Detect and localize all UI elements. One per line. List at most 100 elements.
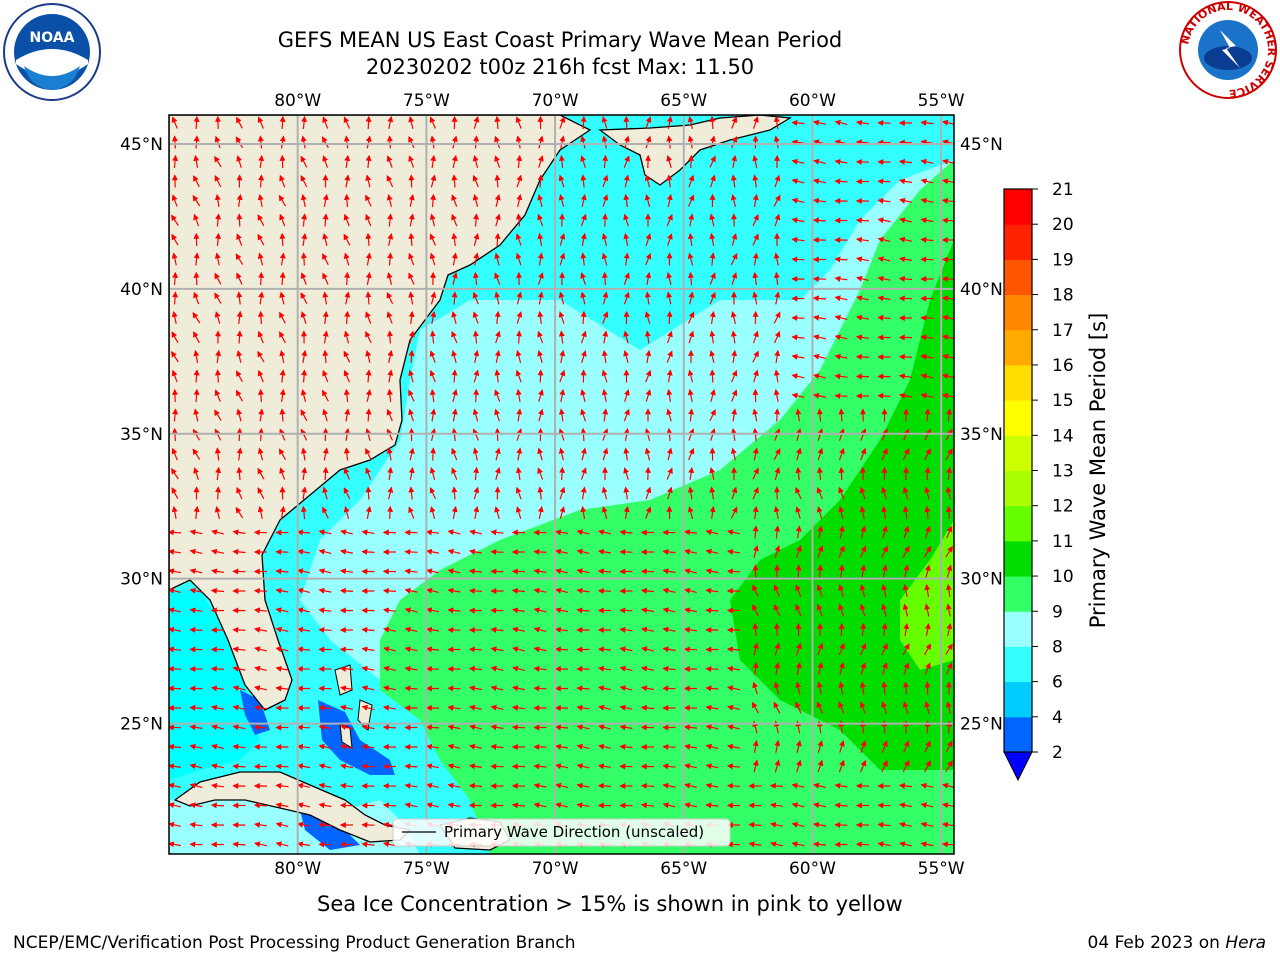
wave-arrow-351 <box>558 291 565 305</box>
wave-arrow-275 <box>515 252 522 266</box>
wave-arrow-121 <box>386 175 394 188</box>
wave-arrow-489 <box>343 369 350 383</box>
wave-arrow-14 <box>473 116 480 129</box>
wave-arrow-650 <box>623 447 630 461</box>
wave-arrow-775 <box>924 505 931 520</box>
wave-arrow-1035 <box>945 643 953 655</box>
wave-arrow-100 <box>731 154 738 169</box>
wave-arrow-774 <box>902 505 909 519</box>
wave-arrow-671 <box>279 467 286 480</box>
wave-arrow-473 <box>791 353 805 360</box>
wave-arrow-600 <box>344 427 351 442</box>
wave-arrow-674 <box>343 467 350 480</box>
wave-arrow-274 <box>494 252 501 266</box>
wave-arrow-317 <box>623 272 630 285</box>
wave-arrow-104 <box>813 158 826 165</box>
wave-arrow-491 <box>387 369 394 383</box>
wave-arrow-1303 <box>339 802 354 809</box>
wave-arrow-11 <box>408 116 415 129</box>
wave-arrow-947 <box>640 607 655 614</box>
wave-arrow-98 <box>688 154 695 169</box>
wave-arrow-1131 <box>619 704 633 711</box>
wave-arrow-213 <box>774 213 781 227</box>
wave-arrow-924 <box>945 583 952 597</box>
wave-arrow-565 <box>386 408 393 422</box>
wave-arrow-749 <box>365 505 372 520</box>
wave-arrow-145 <box>898 178 913 185</box>
wave-arrow-88 <box>472 155 479 168</box>
wave-arrow-443 <box>941 334 954 341</box>
wave-arrow-492 <box>408 369 415 383</box>
wave-arrow-754 <box>473 505 480 520</box>
wave-arrow-237 <box>494 232 501 247</box>
tick-lon-bottom-0: 80°W <box>274 859 321 879</box>
wave-arrow-202 <box>537 213 544 227</box>
wave-arrow-1092 <box>576 685 590 692</box>
wave-arrow-544 <box>731 389 738 402</box>
wave-arrow-265 <box>300 252 307 266</box>
wave-arrow-696 <box>816 466 823 481</box>
wave-arrow-158 <box>386 194 393 207</box>
wave-arrow-935 <box>382 607 396 614</box>
wave-arrow-77 <box>236 155 243 168</box>
wave-arrow-739 <box>945 486 952 500</box>
wave-arrow-217 <box>855 217 870 224</box>
wave-arrow-108 <box>898 158 913 165</box>
wave-arrow-766 <box>730 506 738 519</box>
wave-arrow-153 <box>278 194 287 207</box>
wave-arrow-890 <box>210 587 225 594</box>
wave-arrow-659 <box>817 447 824 461</box>
wave-arrow-228 <box>301 232 308 247</box>
wave-arrow-1105 <box>859 681 866 695</box>
wave-arrow-1207 <box>662 743 676 750</box>
wave-arrow-893 <box>275 587 289 594</box>
wave-arrow-798 <box>619 529 633 536</box>
wave-arrow-946 <box>619 607 633 614</box>
wave-arrow-1016 <box>533 646 547 653</box>
chart-subtitle: 20230202 t00z 216h fcst Max: 11.50 <box>365 55 755 79</box>
wave-arrow-1145 <box>924 701 931 714</box>
wave-arrow-504 <box>666 369 673 383</box>
wave-arrow-267 <box>343 252 350 266</box>
wave-arrow-251 <box>791 236 805 243</box>
wave-arrow-759 <box>580 505 587 520</box>
wave-arrow-220 <box>920 217 934 224</box>
wave-arrow-943 <box>554 607 569 614</box>
wave-arrow-802 <box>705 529 719 536</box>
wave-arrow-656 <box>752 447 759 461</box>
wave-arrow-466 <box>645 349 652 364</box>
wave-arrow-912 <box>684 587 697 594</box>
wave-arrow-1038 <box>210 665 225 672</box>
wave-arrow-337 <box>258 291 265 305</box>
wave-arrow-723 <box>601 486 608 500</box>
wave-arrow-318 <box>645 271 652 286</box>
wave-arrow-1114 <box>253 704 267 711</box>
wave-arrow-896 <box>339 587 354 594</box>
wave-arrow-366 <box>877 295 891 302</box>
wave-arrow-343 <box>386 292 394 305</box>
wave-arrow-446 <box>215 349 222 364</box>
wave-arrow-1155 <box>340 724 353 731</box>
wave-arrow-680 <box>473 466 480 481</box>
wave-arrow-297 <box>193 271 200 286</box>
wave-arrow-1027 <box>774 642 781 656</box>
wave-arrow-22 <box>645 116 652 129</box>
wave-arrow-863 <box>426 568 439 575</box>
wave-arrow-319 <box>666 272 673 285</box>
wave-arrow-1059 <box>662 665 676 672</box>
wave-arrow-244 <box>645 233 652 246</box>
chart-title: GEFS MEAN US East Coast Primary Wave Mea… <box>277 28 843 52</box>
wave-arrow-320 <box>687 271 694 286</box>
wave-arrow-47 <box>386 135 393 149</box>
wave-arrow-479 <box>920 353 934 360</box>
wave-arrow-979 <box>533 626 547 633</box>
wave-arrow-181 <box>877 197 891 204</box>
wave-arrow-846 <box>859 545 867 558</box>
wave-arrow-120 <box>365 174 372 188</box>
colorbar-tick-label-0: 2 <box>1052 743 1063 763</box>
wave-arrow-396 <box>730 311 737 324</box>
wave-arrow-985 <box>662 626 676 633</box>
wave-arrow-762 <box>645 506 652 519</box>
wave-arrow-980 <box>554 626 568 633</box>
colorbar-segment-13 <box>1004 259 1032 296</box>
